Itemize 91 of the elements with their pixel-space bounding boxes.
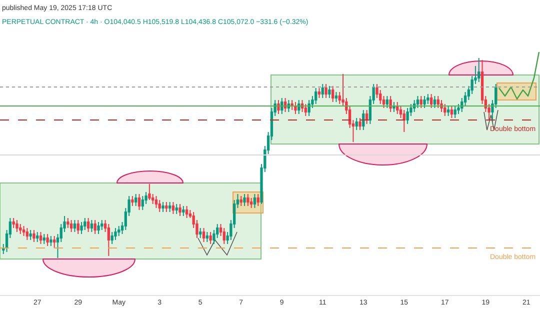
candlestick [39,232,42,244]
candlestick [202,228,206,242]
candlestick [304,104,307,116]
candlestick [70,220,73,232]
candlestick [250,198,253,208]
candlestick [84,218,86,230]
candlestick [444,104,446,116]
candlestick [86,218,90,232]
candlestick [66,218,70,228]
candlestick [148,184,151,200]
candlestick [172,202,175,214]
candlestick [199,228,202,238]
candlestick [253,194,256,208]
candlestick [175,204,178,214]
candlestick [110,232,114,244]
candlestick [240,196,242,206]
candlestick [16,220,18,232]
candlestick [318,88,321,98]
candlestick [76,220,80,234]
candlestick [294,102,297,114]
candlestick [392,102,396,112]
candlestick [118,226,120,236]
candlestick [362,110,365,130]
candlestick [402,110,406,132]
candlestick [178,204,182,216]
candlestick [365,110,368,124]
candlestick [12,218,15,228]
candlestick [32,230,36,242]
candlestick [185,206,188,218]
candlestick [478,58,480,82]
candlestick [138,194,141,210]
candlestick [154,196,158,208]
candlestick [80,222,83,234]
candlestick [334,92,338,102]
candlestick [246,194,250,206]
candlestick [386,96,388,108]
candlestick [321,84,324,98]
candlestick [206,232,208,242]
candlestick [389,96,392,112]
candlestick [168,202,172,212]
candlestick [158,200,161,212]
candlestick [53,236,56,248]
candlestick [141,196,144,210]
candlestick [433,96,436,108]
candlestick [284,98,287,112]
candlestick [73,220,76,232]
candlestick [423,96,426,108]
candlestick [277,100,280,114]
candlestick [358,118,362,130]
candlestick [355,118,358,130]
candlestick [332,86,334,102]
candlestick [22,226,26,236]
candlestick [298,100,300,114]
candlestick [290,100,294,110]
candlestick [426,94,430,104]
candlestick [396,102,399,114]
candlestick [46,234,49,246]
candlestick [280,98,284,114]
candlestick [406,108,409,124]
candlestick [328,86,331,98]
candlestick [100,220,104,230]
candlestick [308,100,310,116]
candlestick [256,194,260,206]
candlestick [42,234,46,244]
candlestick [430,94,433,108]
candlestick [36,232,39,242]
candlestick [19,224,22,234]
candlestick [97,222,100,234]
candlestick [162,202,164,212]
candlestick [314,88,318,104]
candlestick [114,228,117,240]
candlestick [182,206,185,216]
candlestick [26,228,28,240]
candlestick [90,220,94,232]
candlestick [94,220,96,234]
candlestick [420,96,422,108]
candlestick [50,236,52,246]
candlestick [29,230,32,240]
candlestick [209,232,212,244]
candlestick [243,194,246,206]
candlestick [107,224,110,256]
candlestick [416,96,420,108]
candlestick [165,202,168,212]
candlestick [324,84,328,98]
candlestick [134,194,138,206]
candlestick [222,228,226,244]
candlestick [454,106,456,118]
candlestick [436,96,440,108]
candlestick [131,196,134,206]
candlestick [450,106,454,118]
candlestick [446,106,450,116]
